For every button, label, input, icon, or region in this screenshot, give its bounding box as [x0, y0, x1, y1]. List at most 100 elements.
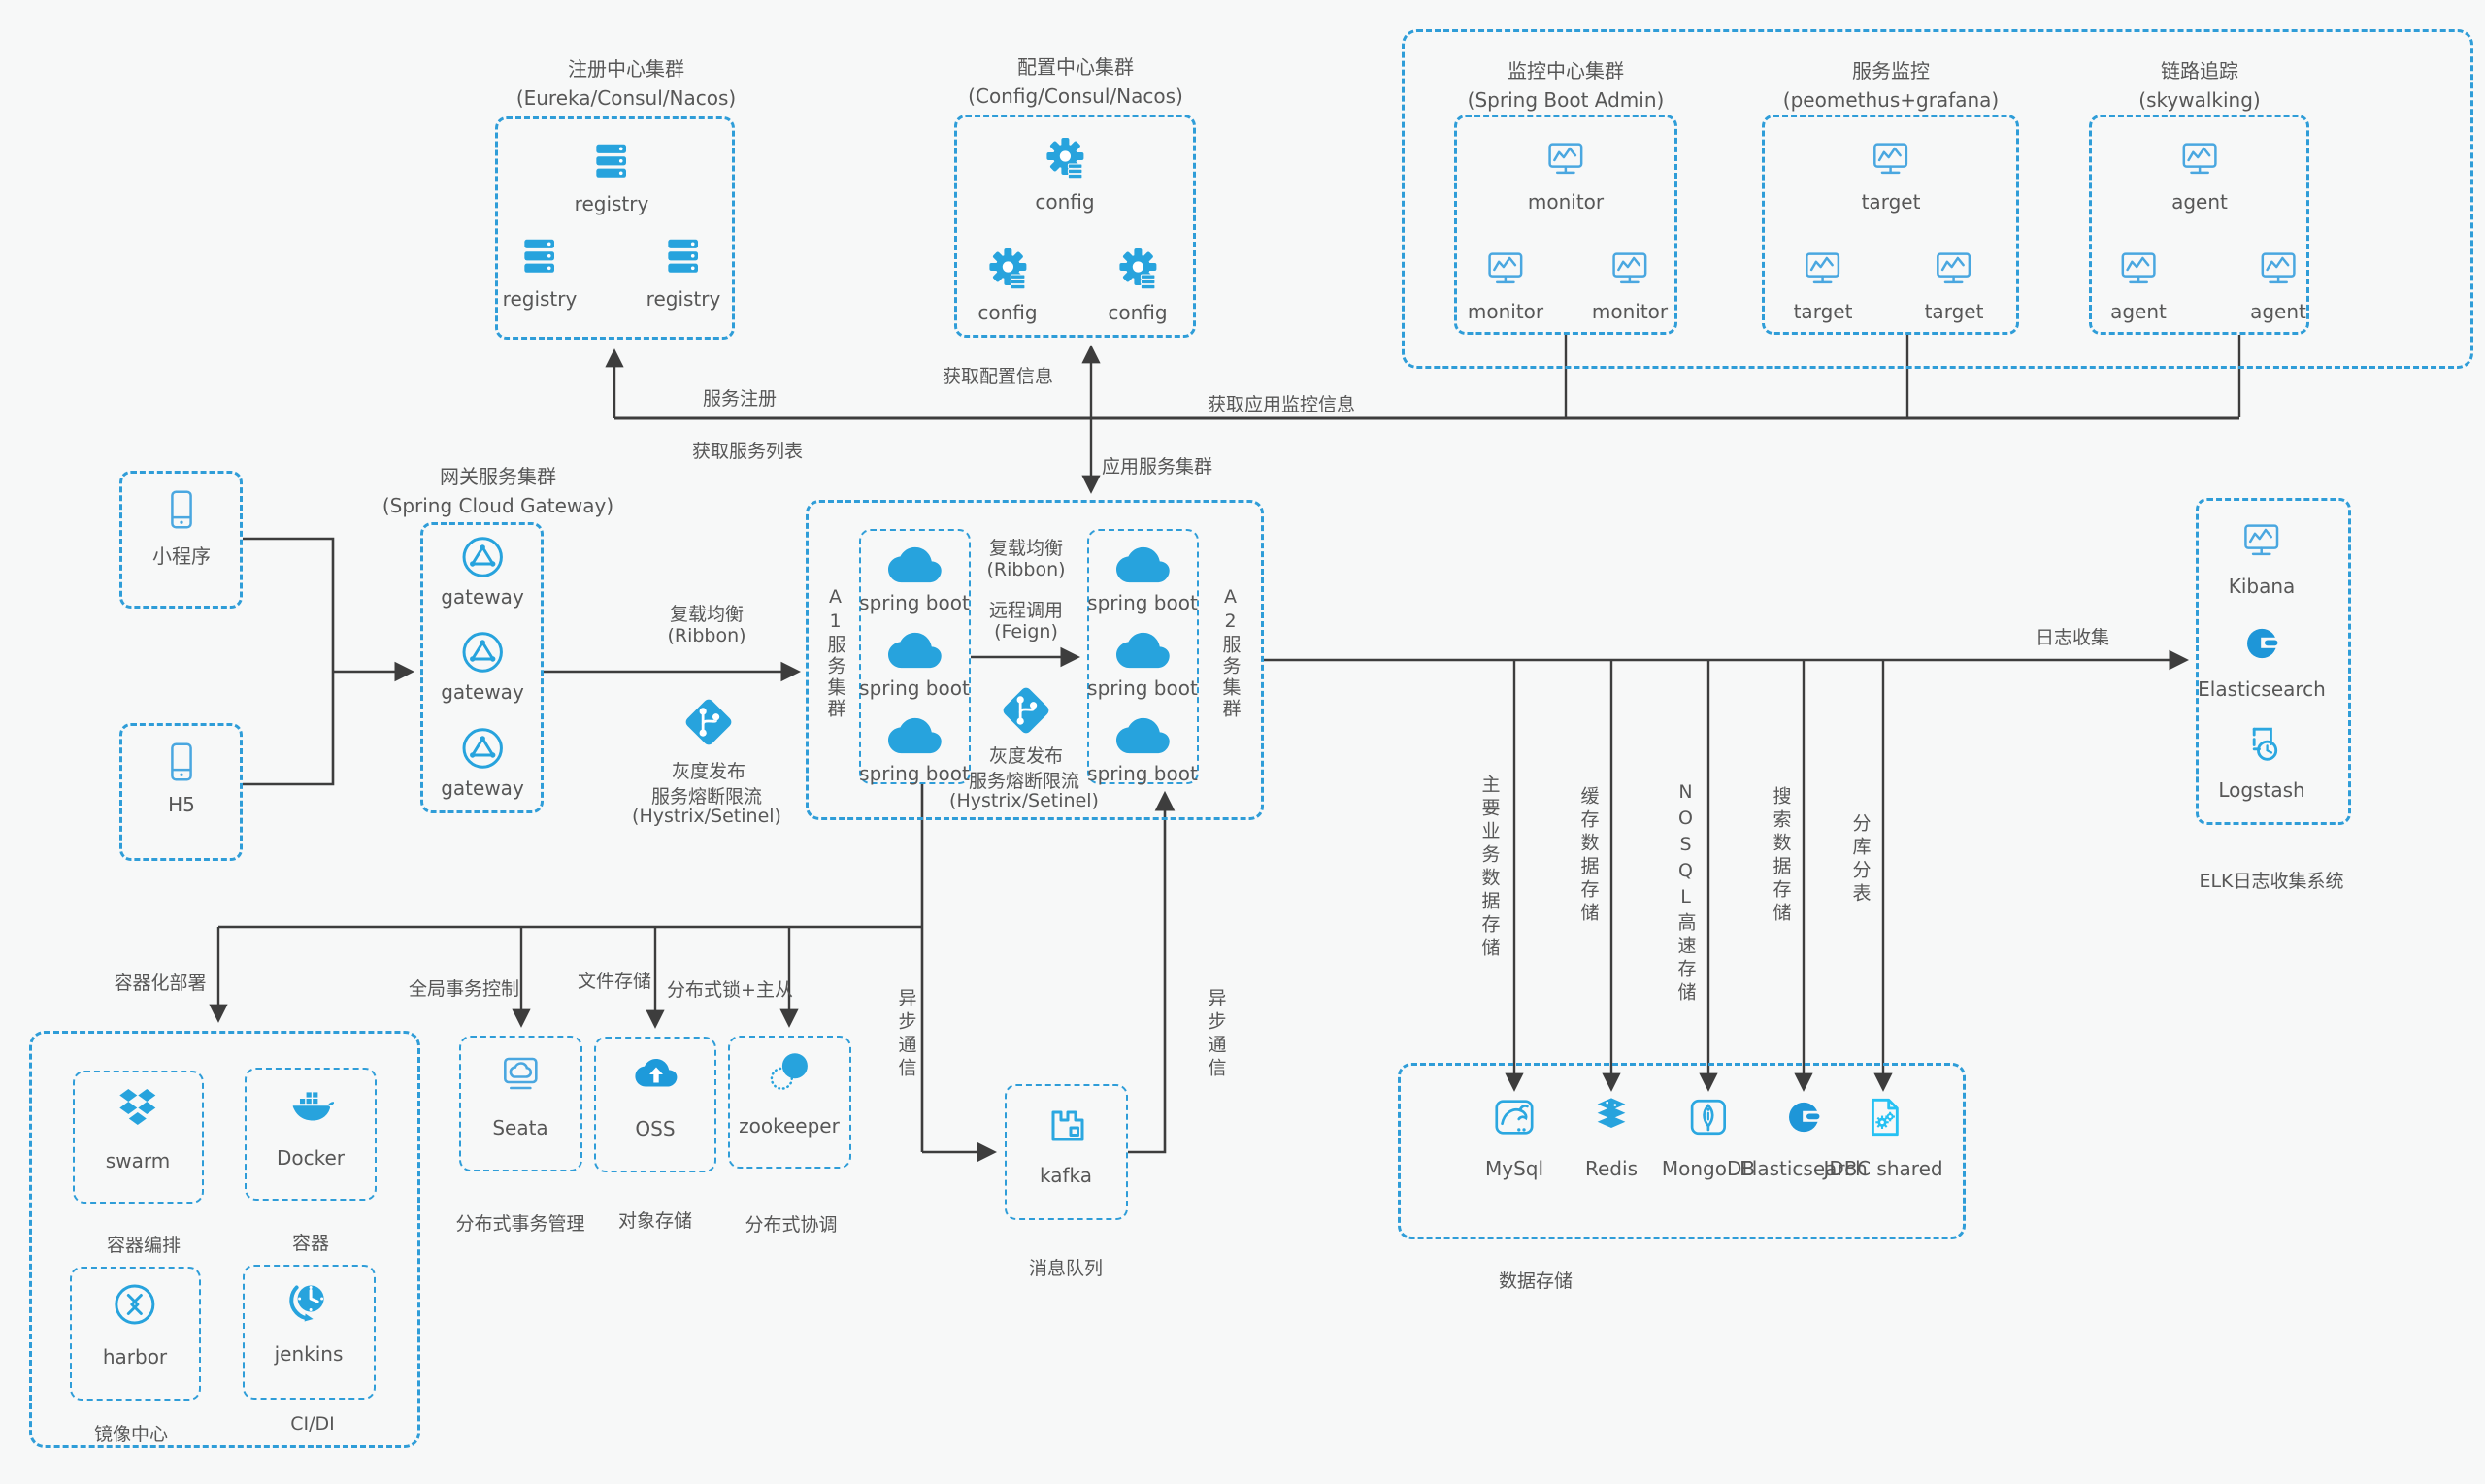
gateway-node-3: gateway — [441, 725, 524, 800]
agent-node-3: agent — [2250, 247, 2306, 323]
config-node-3: config — [1108, 246, 1168, 324]
monitor-node-1: monitor — [1528, 137, 1604, 214]
monitor-icon — [1801, 247, 1845, 291]
storage-edge-2: 缓存数据存储 — [1577, 786, 1600, 926]
harbor-icon — [112, 1281, 158, 1328]
cloud-icon — [883, 714, 945, 757]
docker-caption: 容器 — [291, 1233, 330, 1254]
redis-node: Redis — [1585, 1095, 1638, 1180]
zookeeper-circles-icon — [765, 1048, 813, 1097]
zookeeper-box — [728, 1036, 851, 1169]
oss-cloud-upload-icon — [632, 1053, 679, 1100]
gateway-cluster-box — [420, 522, 544, 813]
edge-label-service-register: 服务注册 — [702, 388, 778, 410]
gateway-cluster-title: 网关服务集群 (Spring Cloud Gateway) — [381, 465, 614, 517]
gateway-icon — [459, 725, 506, 772]
seata-caption: 分布式事务管理 — [455, 1213, 585, 1235]
logstash-icon — [2239, 722, 2284, 767]
monitor-center-box — [1454, 115, 1677, 335]
tracing-title: 链路追踪 (skywalking) — [2138, 59, 2261, 112]
service-monitor-title: 服务监控 (peomethus+grafana) — [1782, 59, 2000, 112]
git-branch-icon — [999, 683, 1053, 738]
edge-label-get-monitor: 获取应用监控信息 — [1207, 394, 1356, 415]
jdbc-shared-node: JDBC shared — [1823, 1095, 1943, 1180]
h5-box — [119, 723, 243, 861]
registry-node-1: registry — [575, 139, 648, 215]
config-cluster-title: 配置中心集群 (Config/Consul/Nacos) — [968, 55, 1183, 108]
phone-icon — [159, 487, 204, 532]
kafka-box — [1005, 1084, 1128, 1220]
monitor-icon — [1607, 247, 1652, 291]
zookeeper-caption: 分布式协调 — [745, 1214, 838, 1236]
app-lb-label: 复载均衡 — [988, 538, 1064, 559]
a1-inner-box — [859, 529, 971, 784]
swarm-box — [73, 1071, 204, 1204]
config-node-2: config — [977, 246, 1038, 324]
target-node-2: target — [1794, 247, 1852, 323]
seata-box — [459, 1036, 582, 1171]
a1-cluster-label: A1服务集群 — [824, 586, 846, 720]
app-fuse-label: 服务熔断限流 — [968, 771, 1080, 792]
cloud-icon — [1111, 629, 1174, 672]
app-rpc-sub: (Feign) — [994, 621, 1058, 643]
a1-springboot-3: spring boot — [859, 714, 970, 785]
oss-caption: 对象存储 — [617, 1210, 693, 1232]
registry-node-2: registry — [503, 234, 577, 311]
registry-cluster-title: 注册中心集群 (Eureka/Consul/Nacos) — [515, 57, 737, 110]
mini-program-box — [119, 471, 243, 609]
storage-edge-4: 搜索数据存储 — [1770, 786, 1792, 926]
mini-program-node: 小程序 — [152, 487, 211, 569]
gateway-icon — [459, 534, 506, 580]
a2-springboot-3: spring boot — [1087, 714, 1198, 785]
jenkins-node: jenkins — [275, 1278, 343, 1366]
jenkins-box — [243, 1265, 376, 1400]
redis-icon — [1589, 1095, 1634, 1139]
app-cluster-box — [806, 500, 1264, 820]
storage-edge-1: 主要业务数据存储 — [1478, 775, 1501, 961]
edge-label-file-storage: 文件存储 — [577, 971, 652, 992]
gear-icon — [984, 246, 1031, 292]
devops-box — [29, 1031, 420, 1448]
elasticsearch-node: Elasticsearch — [2198, 621, 2326, 701]
async-label-right: 异步通信 — [1205, 988, 1227, 1081]
gw-edge-gray: 灰度发布 — [671, 761, 746, 782]
cloud-icon — [883, 544, 945, 586]
target-node-3: target — [1925, 247, 1983, 323]
swarm-caption: 容器编排 — [106, 1235, 182, 1256]
gw-edge-fuse: 服务熔断限流 — [650, 786, 763, 808]
gw-edge-lb-sub: (Ribbon) — [667, 625, 746, 646]
kibana-node: Kibana — [2229, 518, 2295, 598]
elasticsearch-icon — [2239, 621, 2284, 666]
app-rpc-label: 远程调用 — [988, 600, 1064, 621]
kafka-caption: 消息队列 — [1028, 1258, 1104, 1279]
jenkins-clock-icon — [285, 1278, 332, 1325]
edge-label-app-cluster: 应用服务集群 — [1101, 456, 1213, 478]
oss-box — [594, 1037, 716, 1172]
git-branch-icon — [681, 695, 736, 749]
swarm-icon — [115, 1085, 161, 1132]
app-fuse-sub: (Hystrix/Setinel) — [949, 790, 1099, 811]
gear-icon — [1042, 135, 1088, 181]
a2-cluster-label: A2服务集群 — [1219, 586, 1242, 720]
a2-springboot-1: spring boot — [1087, 544, 1198, 614]
gateway-icon — [459, 629, 506, 676]
server-stack-icon — [661, 234, 706, 279]
oss-node: OSS — [632, 1053, 679, 1140]
monitoring-group-box — [1402, 29, 2473, 369]
agent-node-1: agent — [2171, 137, 2228, 214]
harbor-node: harbor — [103, 1281, 167, 1369]
monitor-icon — [1932, 247, 1976, 291]
monitor-icon — [2239, 518, 2284, 563]
mongodb-icon — [1686, 1095, 1731, 1139]
edge-label-get-config: 获取配置信息 — [942, 366, 1054, 387]
kafka-mq-icon — [1043, 1100, 1089, 1146]
a2-springboot-2: spring boot — [1087, 629, 1198, 700]
logstash-node: Logstash — [2218, 722, 2305, 802]
tracing-box — [2089, 115, 2309, 335]
app-gray-label: 灰度发布 — [988, 745, 1064, 767]
target-node-1: target — [1862, 137, 1920, 214]
gw-edge-fuse-sub: (Hystrix/Setinel) — [632, 806, 781, 827]
mysql-node: MySql — [1485, 1095, 1543, 1180]
a1-springboot-1: spring boot — [859, 544, 970, 614]
